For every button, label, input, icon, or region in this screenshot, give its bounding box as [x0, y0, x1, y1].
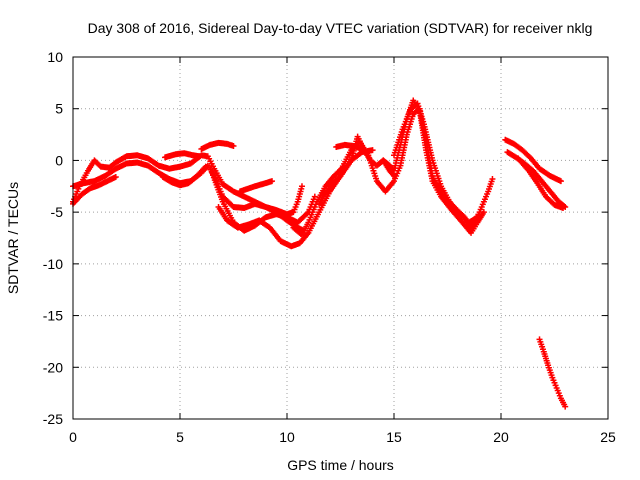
data-point [304, 210, 311, 217]
series-arc-c [70, 173, 119, 207]
data-point [298, 183, 305, 190]
x-tick-label: 15 [386, 429, 402, 445]
series-arc-a [70, 152, 305, 218]
x-tick-label: 0 [69, 429, 77, 445]
data-point [269, 178, 276, 185]
series-arc-i [236, 178, 276, 195]
series-arc-r [515, 155, 567, 212]
y-tick-label: 5 [55, 101, 63, 117]
series-arc-f [198, 139, 237, 153]
data-point [474, 214, 481, 221]
grid [73, 57, 608, 419]
y-tick-label: 10 [47, 49, 63, 65]
x-tick-label: 10 [279, 429, 295, 445]
y-tick-label: -15 [43, 308, 63, 324]
data-point [358, 146, 365, 153]
series-arc-p [502, 136, 564, 185]
data-point [489, 176, 496, 183]
data-point [560, 205, 567, 212]
chart-title: Day 308 of 2016, Sidereal Day-to-day VTE… [88, 20, 593, 36]
data-points [70, 97, 569, 410]
series-arc-m [333, 141, 365, 153]
data-point [230, 142, 237, 149]
x-tick-label: 20 [493, 429, 509, 445]
data-point [480, 209, 487, 216]
y-tick-label: 0 [55, 152, 63, 168]
y-tick-label: -25 [43, 411, 63, 427]
x-axis-label: GPS time / hours [287, 457, 394, 473]
series-arc-s [536, 336, 569, 410]
data-point [196, 153, 203, 160]
x-tick-label: 5 [176, 429, 184, 445]
data-point [369, 147, 376, 154]
series-arc-e [162, 150, 203, 161]
data-point [557, 178, 564, 185]
series-arc-o [391, 100, 481, 226]
data-point [112, 173, 119, 180]
series-arc-d [159, 163, 209, 189]
data-point [562, 403, 569, 410]
x-tick-label: 25 [600, 429, 616, 445]
y-tick-label: -5 [51, 204, 64, 220]
plot-frame [72, 56, 609, 420]
y-tick-label: -10 [43, 256, 63, 272]
data-point [202, 163, 209, 170]
y-axis-label: SDTVAR / TECUs [5, 182, 21, 294]
series-arc-g [209, 169, 318, 234]
y-tick-label: -20 [43, 359, 63, 375]
